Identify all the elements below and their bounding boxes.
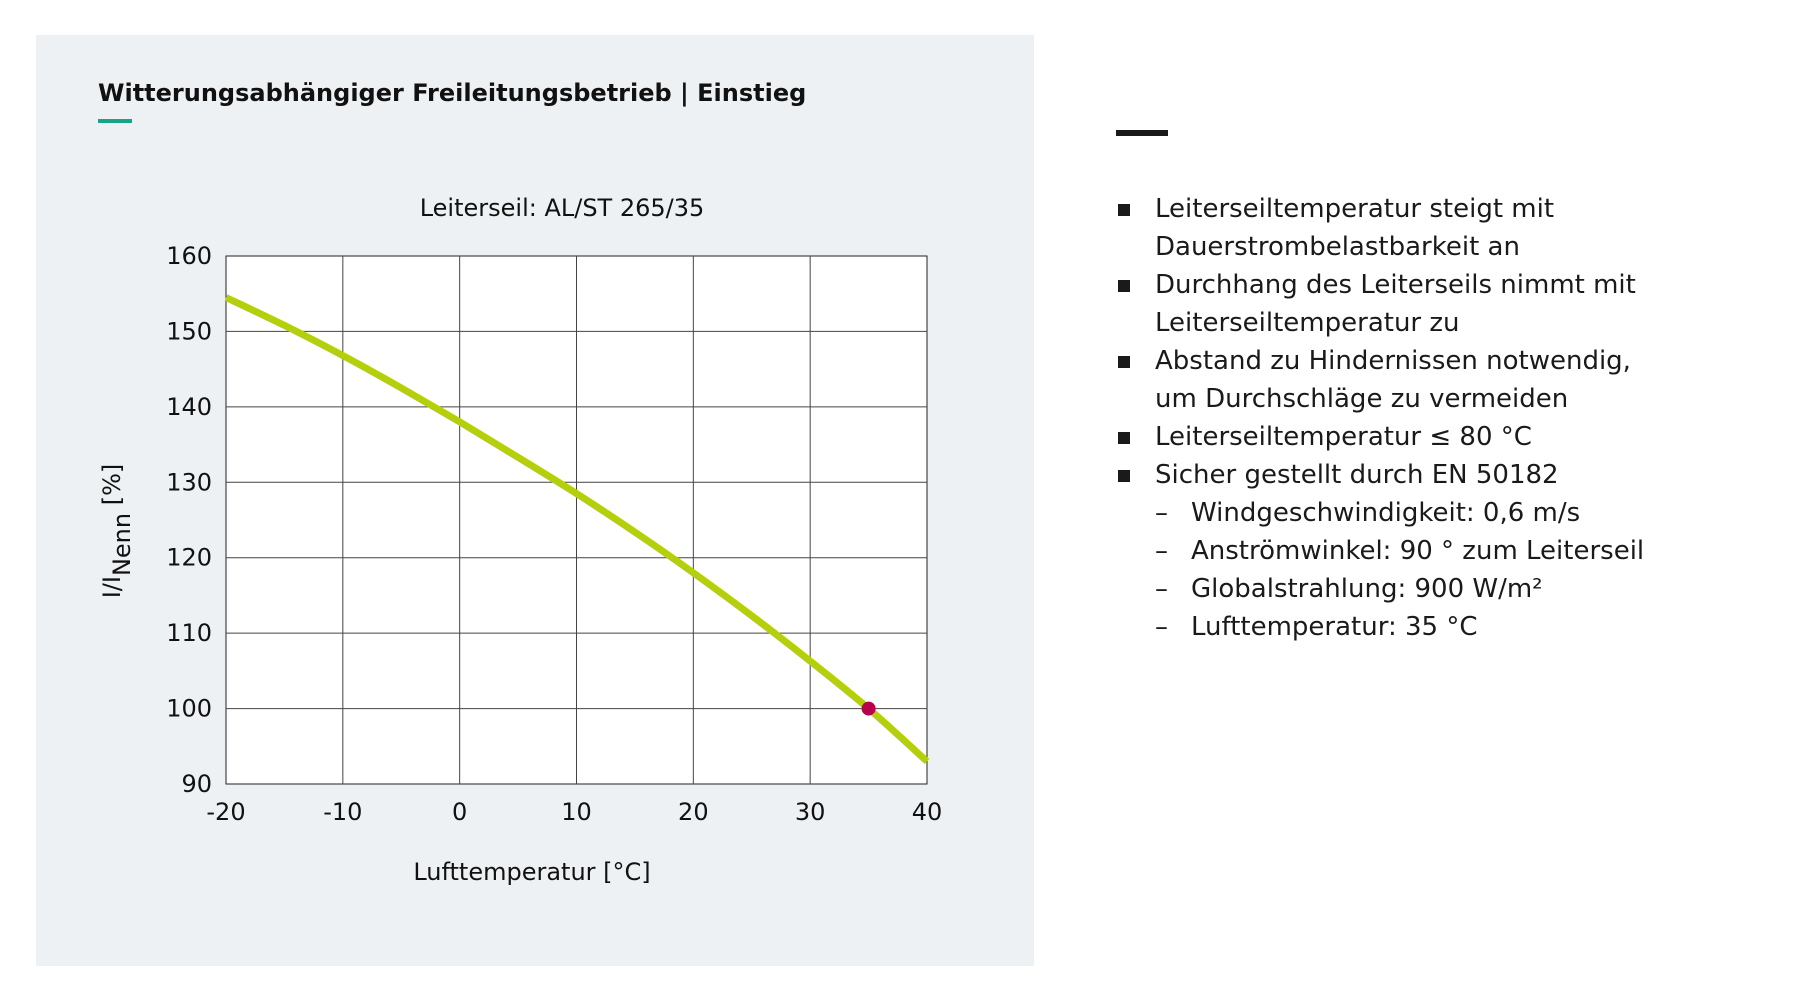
title-accent-bar xyxy=(98,119,132,123)
series-line xyxy=(224,294,930,764)
sub-bullet-item: – Lufttemperatur: 35 °C xyxy=(1116,608,1776,646)
y-tick-label: 120 xyxy=(166,544,212,572)
bullet-square-icon xyxy=(1118,280,1130,292)
bullet-text-continued: Leiterseiltemperatur zu xyxy=(1155,308,1460,338)
x-tick-label: 40 xyxy=(912,798,943,826)
bullet-text: Leiterseiltemperatur steigt mit xyxy=(1155,194,1555,224)
series-layer xyxy=(224,294,930,764)
y-tick-label: 160 xyxy=(166,242,212,270)
y-tick-label: 90 xyxy=(181,770,212,798)
x-tick-label: -20 xyxy=(206,798,245,826)
y-axis-label-subscript: Nenn xyxy=(108,513,136,576)
bullet-item: Leiterseiltemperatur steigt mit Dauerstr… xyxy=(1116,190,1776,266)
y-tick-label: 130 xyxy=(166,468,212,496)
dash-icon: – xyxy=(1155,574,1168,604)
x-tick-label: 30 xyxy=(795,798,826,826)
highlight-point xyxy=(861,701,876,716)
bullet-square-icon xyxy=(1118,204,1130,216)
y-tick-label: 140 xyxy=(166,393,212,421)
y-axis-label: I/INenn [%] xyxy=(98,464,136,599)
section-dash xyxy=(1116,130,1168,136)
bullet-text: Abstand zu Hindernissen notwendig, xyxy=(1155,346,1631,376)
bullet-item: Durchhang des Leiterseils nimmt mit Leit… xyxy=(1116,266,1776,342)
bullet-text-continued: Dauerstrombelastbarkeit an xyxy=(1155,232,1520,262)
chart-panel: Witterungsabhängiger Freileitungsbetrieb… xyxy=(36,35,1034,966)
dash-icon: – xyxy=(1155,536,1168,566)
sub-bullet-item: – Globalstrahlung: 900 W/m² xyxy=(1116,570,1776,608)
bullet-square-icon xyxy=(1118,432,1130,444)
line-chart: Leiterseil: AL/ST 265/35 -20 -10 0 10 20 30 40… xyxy=(98,194,942,886)
x-tick-label: 20 xyxy=(678,798,709,826)
tick-labels: -20 -10 0 10 20 30 40 90 100 110 120 130 140 150 160 xyxy=(166,242,942,826)
y-tick-label: 110 xyxy=(166,619,212,647)
dash-icon: – xyxy=(1155,612,1168,642)
sub-bullet-text: Globalstrahlung: 900 W/m² xyxy=(1191,574,1543,604)
bullet-text: Leiterseiltemperatur ≤ 80 °C xyxy=(1155,422,1532,452)
x-tick-label: 10 xyxy=(561,798,592,826)
bullet-text: Sicher gestellt durch EN 50182 xyxy=(1155,460,1559,490)
bullet-item: Sicher gestellt durch EN 50182 xyxy=(1116,456,1776,494)
bullet-text: Durchhang des Leiterseils nimmt mit xyxy=(1155,270,1636,300)
bullet-text-continued: um Durchschläge zu vermeiden xyxy=(1155,384,1569,414)
y-axis-label-unit: [%] xyxy=(98,464,126,513)
grid xyxy=(225,255,928,785)
sub-bullet-text: Windgeschwindigkeit: 0,6 m/s xyxy=(1191,498,1581,528)
sub-bullet-text: Lufttemperatur: 35 °C xyxy=(1191,612,1478,642)
y-tick-label: 100 xyxy=(166,695,212,723)
y-tick-label: 150 xyxy=(166,317,212,345)
x-tick-label: -10 xyxy=(323,798,362,826)
sub-bullet-item: – Anströmwinkel: 90 ° zum Leiterseil xyxy=(1116,532,1776,570)
bullet-item: Leiterseiltemperatur ≤ 80 °C xyxy=(1116,418,1776,456)
bullet-list: Leiterseiltemperatur steigt mit Dauerstr… xyxy=(1116,190,1776,646)
sub-bullet-text: Anströmwinkel: 90 ° zum Leiterseil xyxy=(1191,536,1645,566)
bullet-square-icon xyxy=(1118,470,1130,482)
dash-icon: – xyxy=(1155,498,1168,528)
y-axis-label-main: I/I xyxy=(98,576,126,598)
bullet-square-icon xyxy=(1118,356,1130,368)
slide-title: Witterungsabhängiger Freileitungsbetrieb… xyxy=(98,79,807,107)
sub-bullet-item: – Windgeschwindigkeit: 0,6 m/s xyxy=(1116,494,1776,532)
chart-title: Leiterseil: AL/ST 265/35 xyxy=(420,194,705,222)
x-tick-label: 0 xyxy=(452,798,467,826)
bullet-item: Abstand zu Hindernissen notwendig, um Du… xyxy=(1116,342,1776,418)
x-axis-label: Lufttemperatur [°C] xyxy=(413,858,650,886)
